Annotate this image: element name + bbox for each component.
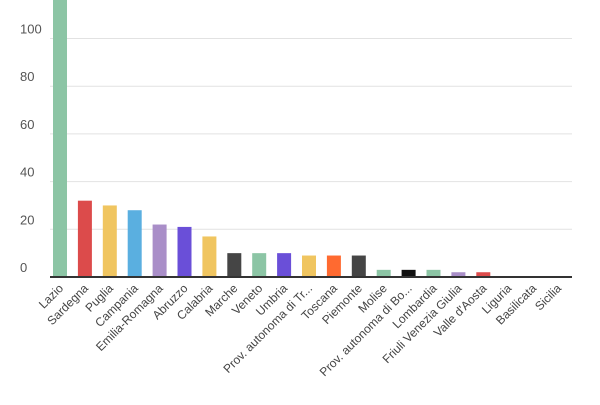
bar-sardegna [77, 200, 92, 277]
bar-toscana [326, 255, 341, 277]
bar-lombardia [426, 269, 441, 277]
bar-piemonte [351, 255, 366, 277]
bar-prov-autonoma-di-bo- [401, 269, 416, 277]
bar-abruzzo [177, 226, 192, 277]
y-tick-label: 100 [20, 22, 42, 37]
bar-lazio [53, 0, 67, 278]
bar-veneto [252, 253, 267, 277]
bar-emilia-romagna [152, 224, 167, 277]
bar-friuli-venezia-giulia [451, 272, 466, 277]
y-tick-label: 20 [20, 212, 34, 227]
bar-marche [227, 253, 242, 277]
bar-umbria [277, 253, 292, 277]
y-tick-label: 40 [20, 165, 34, 180]
bar-prov-autonoma-di-tr- [302, 255, 316, 277]
bar-valle-d-aosta [476, 272, 491, 277]
y-tick-label: 80 [20, 69, 34, 84]
x-tick-label: Sicilia [532, 281, 564, 313]
bar-puglia [102, 205, 117, 277]
y-tick-label: 0 [20, 260, 27, 275]
y-tick-label: 60 [20, 117, 34, 132]
bar-calabria [202, 236, 217, 277]
bar-campania [127, 210, 142, 277]
bar-molise [376, 269, 391, 277]
